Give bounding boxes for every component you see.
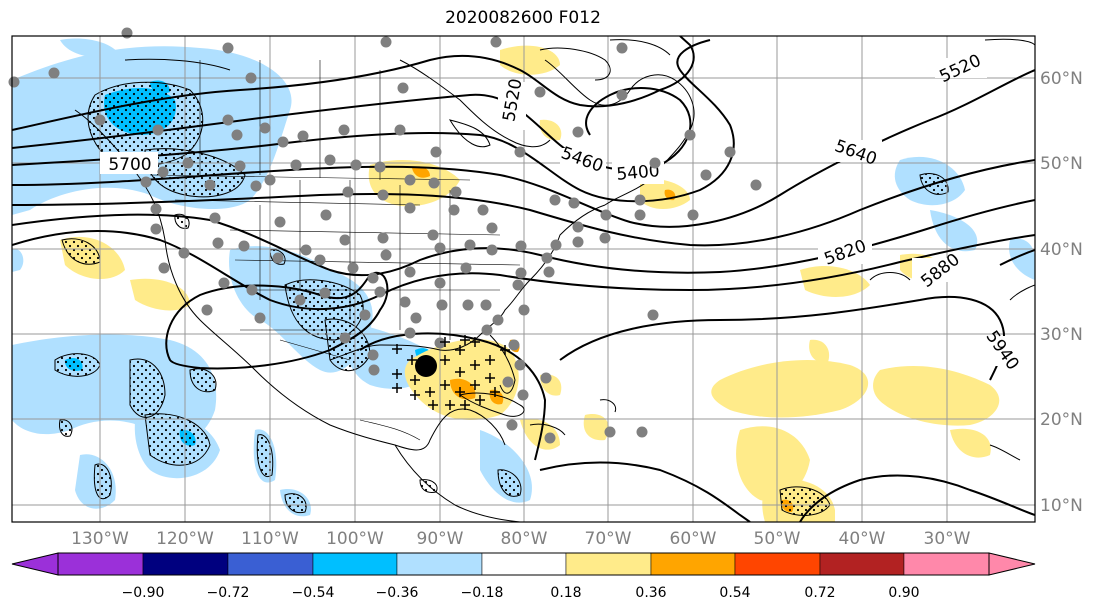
latitude-label: 40°N (1040, 240, 1083, 260)
colorbar-tick-label: −0.54 (292, 585, 335, 601)
significance-stippling (54, 81, 949, 516)
colorbar-segment (819, 552, 905, 576)
colorbar-segment (142, 552, 229, 576)
longitude-label: 130°W (71, 529, 129, 549)
colorbar-tick-label: −0.36 (376, 585, 419, 601)
colorbar-lower-extension (11, 552, 59, 576)
colorbar-segment (903, 552, 990, 576)
longitude-label: 120°W (156, 529, 214, 549)
longitude-label: 80°W (501, 529, 548, 549)
political-borders (149, 60, 521, 441)
longitude-axis: 130°W 120°W 110°W 100°W 90°W 80°W 70°W 6… (71, 529, 971, 549)
latitude-label: 10°N (1040, 496, 1083, 516)
longitude-label: 50°W (754, 529, 801, 549)
colorbar-segment (650, 552, 736, 576)
colorbar-segment (734, 552, 821, 576)
longitude-label: 110°W (241, 529, 299, 549)
colorbar-tick-label: 0.54 (719, 585, 750, 601)
colorbar-tick-label: −0.90 (122, 585, 165, 601)
colorbar-tick-label: −0.18 (461, 585, 504, 601)
colorbar: −0.90 −0.72 −0.54 −0.36 −0.18 0.18 0.36 … (11, 552, 1036, 601)
colorbar-segment (57, 552, 144, 576)
colorbar-segment (312, 552, 398, 576)
longitude-label: 90°W (417, 529, 464, 549)
colorbar-segment (481, 552, 567, 576)
colorbar-segment (565, 552, 652, 576)
coastlines (74, 38, 1035, 522)
contour-label-group: 5520 5520 5460 5400 5640 5700 5820 5880 … (100, 51, 1028, 374)
latitude-label: 20°N (1040, 410, 1083, 430)
longitude-label: 40°W (839, 529, 886, 549)
colorbar-tick-label: 0.36 (635, 585, 666, 601)
colorbar-segment (227, 552, 314, 576)
colorbar-tick-label: 0.72 (804, 585, 835, 601)
longitude-label: 100°W (326, 529, 384, 549)
longitude-label: 70°W (585, 529, 632, 549)
colorbar-tick-label: −0.72 (207, 585, 250, 601)
contour-label: 5400 (616, 161, 661, 185)
latitude-label: 60°N (1040, 69, 1083, 89)
colorbar-tick-label: 0.90 (888, 585, 919, 601)
contour-label: 5700 (108, 155, 151, 175)
station-markers (8, 27, 762, 444)
map-title: 2020082600 F012 (445, 8, 601, 28)
latitude-label: 50°N (1040, 154, 1083, 174)
plot-frame (11, 35, 1036, 523)
latitude-axis: 60°N 50°N 40°N 30°N 20°N 10°N (1040, 69, 1083, 516)
colorbar-segment (396, 552, 483, 576)
colorbar-upper-extension (988, 552, 1036, 576)
colorbar-tick-label: 0.18 (550, 585, 581, 601)
storm-center-marker (415, 355, 437, 377)
longitude-label: 60°W (670, 529, 717, 549)
latitude-label: 30°N (1040, 325, 1083, 345)
longitude-label: 30°W (924, 529, 971, 549)
